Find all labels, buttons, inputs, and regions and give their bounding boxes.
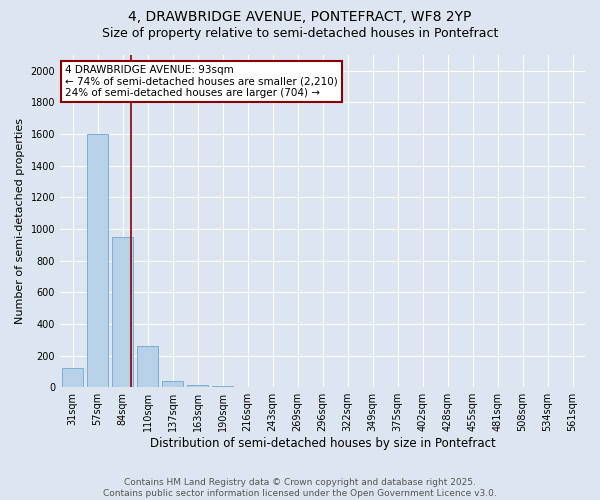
Bar xyxy=(112,237,133,387)
Text: Contains HM Land Registry data © Crown copyright and database right 2025.
Contai: Contains HM Land Registry data © Crown c… xyxy=(103,478,497,498)
Bar xyxy=(62,368,83,387)
Bar xyxy=(87,134,108,387)
Text: Size of property relative to semi-detached houses in Pontefract: Size of property relative to semi-detach… xyxy=(102,28,498,40)
Bar xyxy=(137,346,158,387)
Bar xyxy=(162,381,183,387)
Y-axis label: Number of semi-detached properties: Number of semi-detached properties xyxy=(15,118,25,324)
Text: 4 DRAWBRIDGE AVENUE: 93sqm
← 74% of semi-detached houses are smaller (2,210)
24%: 4 DRAWBRIDGE AVENUE: 93sqm ← 74% of semi… xyxy=(65,65,338,98)
Bar xyxy=(187,385,208,387)
Text: 4, DRAWBRIDGE AVENUE, PONTEFRACT, WF8 2YP: 4, DRAWBRIDGE AVENUE, PONTEFRACT, WF8 2Y… xyxy=(128,10,472,24)
Bar xyxy=(212,386,233,387)
X-axis label: Distribution of semi-detached houses by size in Pontefract: Distribution of semi-detached houses by … xyxy=(149,437,496,450)
